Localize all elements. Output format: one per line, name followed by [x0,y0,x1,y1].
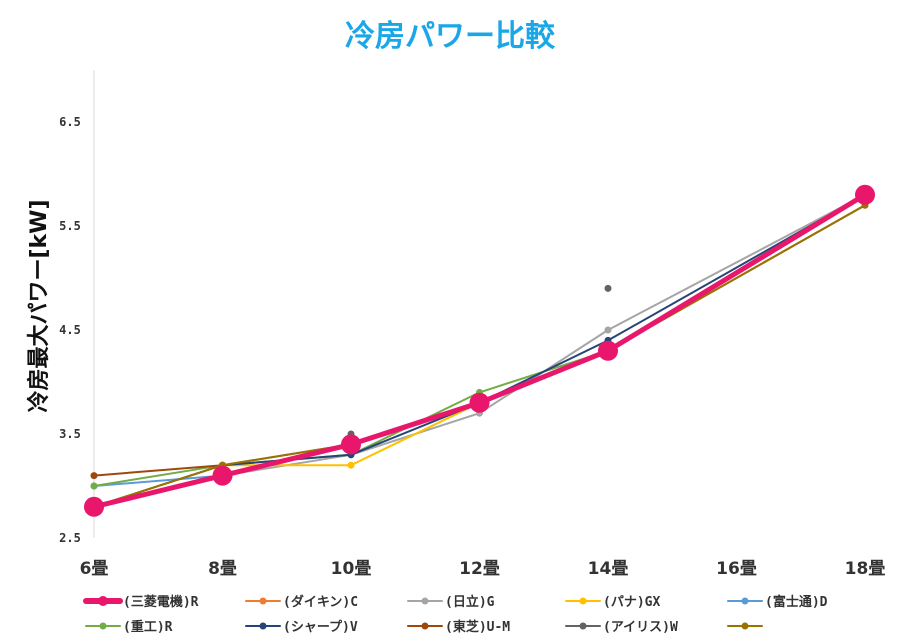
x-tick-label: 16畳 [716,559,757,579]
data-point [90,472,98,480]
legend-item: (重工)R [85,619,173,635]
legend-item: (東芝)U-M [407,619,510,635]
data-point [469,392,490,413]
series-9 [90,201,869,511]
data-point [604,326,612,334]
legend-swatch-marker [99,622,107,630]
series-line [93,193,866,508]
y-tick-label: 5.5 [59,219,81,233]
series-line [93,204,866,508]
legend-label: (シャープ)V [283,620,358,635]
legend: (三菱電機)R (ダイキン)C (日立)G (パナ)GX (富士通)D (重工)R (シャー… [83,594,828,635]
legend-label: (東芝)U-M [445,619,510,635]
x-tick-label: 10畳 [331,559,372,579]
legend-item: (日立)G [407,594,495,610]
series-line [93,193,866,508]
legend-item: (三菱電機)R [83,594,199,610]
series-6 [90,191,869,511]
data-point [84,496,104,517]
legend-label: (三菱電機)R [123,594,199,610]
data-point [212,465,233,486]
legend-swatch-marker [741,622,749,630]
series-5 [90,191,869,490]
legend-swatch-marker [741,597,749,605]
series-line [93,193,866,487]
y-tick-label: 3.5 [59,427,81,441]
series-1 [90,191,869,511]
series-4 [90,191,869,490]
legend-label: (パナ)GX [603,595,660,610]
y-axis-label: 冷房最大パワー[kW] [26,199,52,412]
data-point [341,434,361,455]
legend-label: (ダイキン)C [283,594,358,610]
series-0 [84,184,875,517]
legend-item: (ダイキン)C [245,594,358,610]
series-line [93,193,866,487]
y-tick-label: 6.5 [59,115,81,129]
x-tick-label: 18畳 [845,559,886,579]
axes: 2.5 3.5 4.5 5.5 6.5 6畳 8畳 10畳 12畳 14畳 16畳 18畳 [59,70,885,579]
series-layer [84,184,875,517]
legend-swatch-marker [421,622,429,630]
legend-swatch-marker [259,597,267,605]
series-7 [90,201,869,480]
series-3 [90,191,869,511]
legend-label: (重工)R [123,619,173,635]
legend-item: (シャープ)V [245,620,358,635]
series-2 [90,191,869,511]
legend-swatch-marker [579,622,587,630]
legend-label: (富士通)D [765,594,828,610]
series-line [93,204,866,477]
series-line [93,193,866,508]
data-point [855,184,875,205]
x-tick-label: 12畳 [459,559,500,579]
data-point [598,340,618,361]
legend-label: (日立)G [445,594,495,610]
y-tick-label: 4.5 [59,323,81,337]
legend-swatch-marker [98,596,108,606]
x-tick-label: 14畳 [588,559,629,579]
x-tick-label: 8畳 [208,559,237,579]
data-point [90,482,98,490]
legend-item: (パナ)GX [565,595,660,610]
data-point [604,284,612,292]
legend-swatch-marker [579,597,587,605]
legend-item: (富士通)D [727,594,828,610]
series-line [91,192,868,510]
series-8 [90,191,869,511]
series-line [93,193,866,508]
legend-item: (アイリス)W [565,620,678,635]
legend-swatch-marker [259,622,267,630]
legend-swatch-marker [421,597,429,605]
x-tick-label: 6畳 [80,559,109,579]
data-point [347,461,355,469]
y-tick-label: 2.5 [59,531,81,545]
legend-item [727,622,763,630]
legend-label: (アイリス)W [603,620,678,635]
chart-title: 冷房パワー比較 [345,19,556,54]
